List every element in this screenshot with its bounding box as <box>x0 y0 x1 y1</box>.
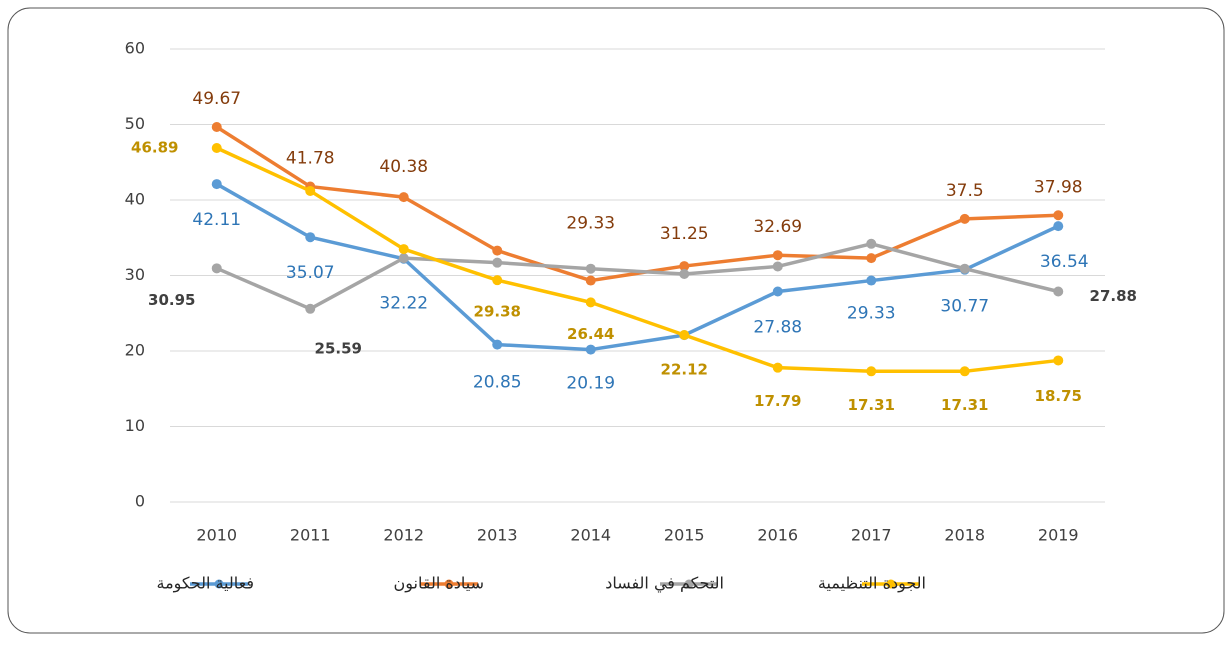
series-line <box>216 146 1059 374</box>
legend-label: سيادة القانون <box>394 574 484 594</box>
data-label: 42.11 <box>192 210 241 230</box>
data-label: 18.75 <box>1035 387 1082 405</box>
data-point <box>585 275 596 286</box>
data-point <box>305 185 316 196</box>
x-tick-label: 2018 <box>944 526 985 545</box>
data-point <box>1053 286 1064 297</box>
data-point <box>772 261 783 272</box>
series-line <box>215 182 1059 352</box>
legend-marker <box>886 579 896 589</box>
data-label: 32.69 <box>753 217 802 237</box>
x-tick-label: 2016 <box>757 526 798 545</box>
legend-marker <box>444 579 454 589</box>
data-label: 35.07 <box>286 263 335 283</box>
data-point <box>679 261 690 272</box>
data-point <box>1053 221 1064 232</box>
data-point <box>585 263 596 274</box>
x-tick-label: 2011 <box>290 526 331 545</box>
data-point <box>305 232 316 243</box>
data-label: 31.25 <box>660 224 709 244</box>
data-point <box>1053 355 1064 366</box>
data-label: 36.54 <box>1040 252 1089 272</box>
data-point <box>866 366 877 377</box>
y-tick-label: 10 <box>125 416 145 435</box>
data-point <box>585 344 596 355</box>
data-label: 17.31 <box>941 396 988 414</box>
x-tick-label: 2012 <box>383 526 424 545</box>
data-point <box>1053 210 1064 221</box>
data-point <box>492 339 503 350</box>
data-point <box>398 253 409 264</box>
x-tick-label: 2013 <box>477 526 518 545</box>
series-line <box>215 125 1059 283</box>
data-label: 22.12 <box>661 360 708 378</box>
data-label: 17.31 <box>848 396 895 414</box>
data-label: 29.33 <box>847 304 896 324</box>
data-label: 27.88 <box>1090 287 1137 305</box>
data-label: 32.22 <box>379 294 428 314</box>
y-tick-label: 30 <box>125 265 145 284</box>
data-point <box>679 268 690 279</box>
data-label: 41.78 <box>286 149 335 169</box>
data-point <box>492 245 503 256</box>
y-tick-label: 50 <box>125 114 145 133</box>
data-point <box>492 275 503 286</box>
data-label: 29.33 <box>566 214 615 234</box>
data-point <box>211 179 222 190</box>
data-point <box>398 192 409 203</box>
y-tick-label: 40 <box>125 190 145 209</box>
data-label: 17.79 <box>754 392 801 410</box>
data-label: 20.19 <box>566 374 615 394</box>
data-point <box>211 142 222 153</box>
data-point <box>772 250 783 261</box>
legend-label: التحكم في الفساد <box>605 574 724 594</box>
data-point <box>211 121 222 132</box>
x-tick-label: 2014 <box>570 526 611 545</box>
data-point <box>959 213 970 224</box>
data-label: 37.5 <box>946 181 984 201</box>
data-label: 25.59 <box>315 339 362 357</box>
data-label: 30.95 <box>148 291 195 309</box>
data-label: 49.67 <box>192 89 241 109</box>
data-label: 40.38 <box>379 157 428 177</box>
x-tick-label: 2010 <box>196 526 237 545</box>
legend-marker <box>684 579 694 589</box>
chart-frame <box>7 7 1225 634</box>
x-tick-label: 2017 <box>851 526 892 545</box>
data-point <box>585 297 596 308</box>
x-tick-label: 2015 <box>664 526 705 545</box>
data-point <box>305 303 316 314</box>
data-point <box>959 263 970 274</box>
data-label: 26.44 <box>567 325 614 343</box>
x-tick-label: 2019 <box>1038 526 1079 545</box>
data-point <box>211 263 222 274</box>
data-point <box>772 286 783 297</box>
legend-marker <box>214 579 224 589</box>
data-label: 30.77 <box>940 297 989 317</box>
data-label: 27.88 <box>753 318 802 338</box>
data-label: 46.89 <box>131 138 178 156</box>
y-tick-label: 0 <box>135 492 145 511</box>
y-tick-label: 20 <box>125 341 145 360</box>
legend-label: الجودة التنظيمية <box>818 574 926 594</box>
series-line <box>216 242 1059 311</box>
data-label: 20.85 <box>473 373 522 393</box>
y-tick-label: 60 <box>125 39 145 58</box>
legend-label: فعالية الحكومة <box>156 574 254 594</box>
data-point <box>959 366 970 377</box>
data-point <box>772 362 783 373</box>
data-point <box>866 238 877 249</box>
data-point <box>866 275 877 286</box>
data-label: 29.38 <box>474 303 521 321</box>
data-point <box>679 329 690 340</box>
data-point <box>866 253 877 264</box>
data-label: 37.98 <box>1034 177 1083 197</box>
data-point <box>492 257 503 268</box>
data-point <box>398 244 409 255</box>
